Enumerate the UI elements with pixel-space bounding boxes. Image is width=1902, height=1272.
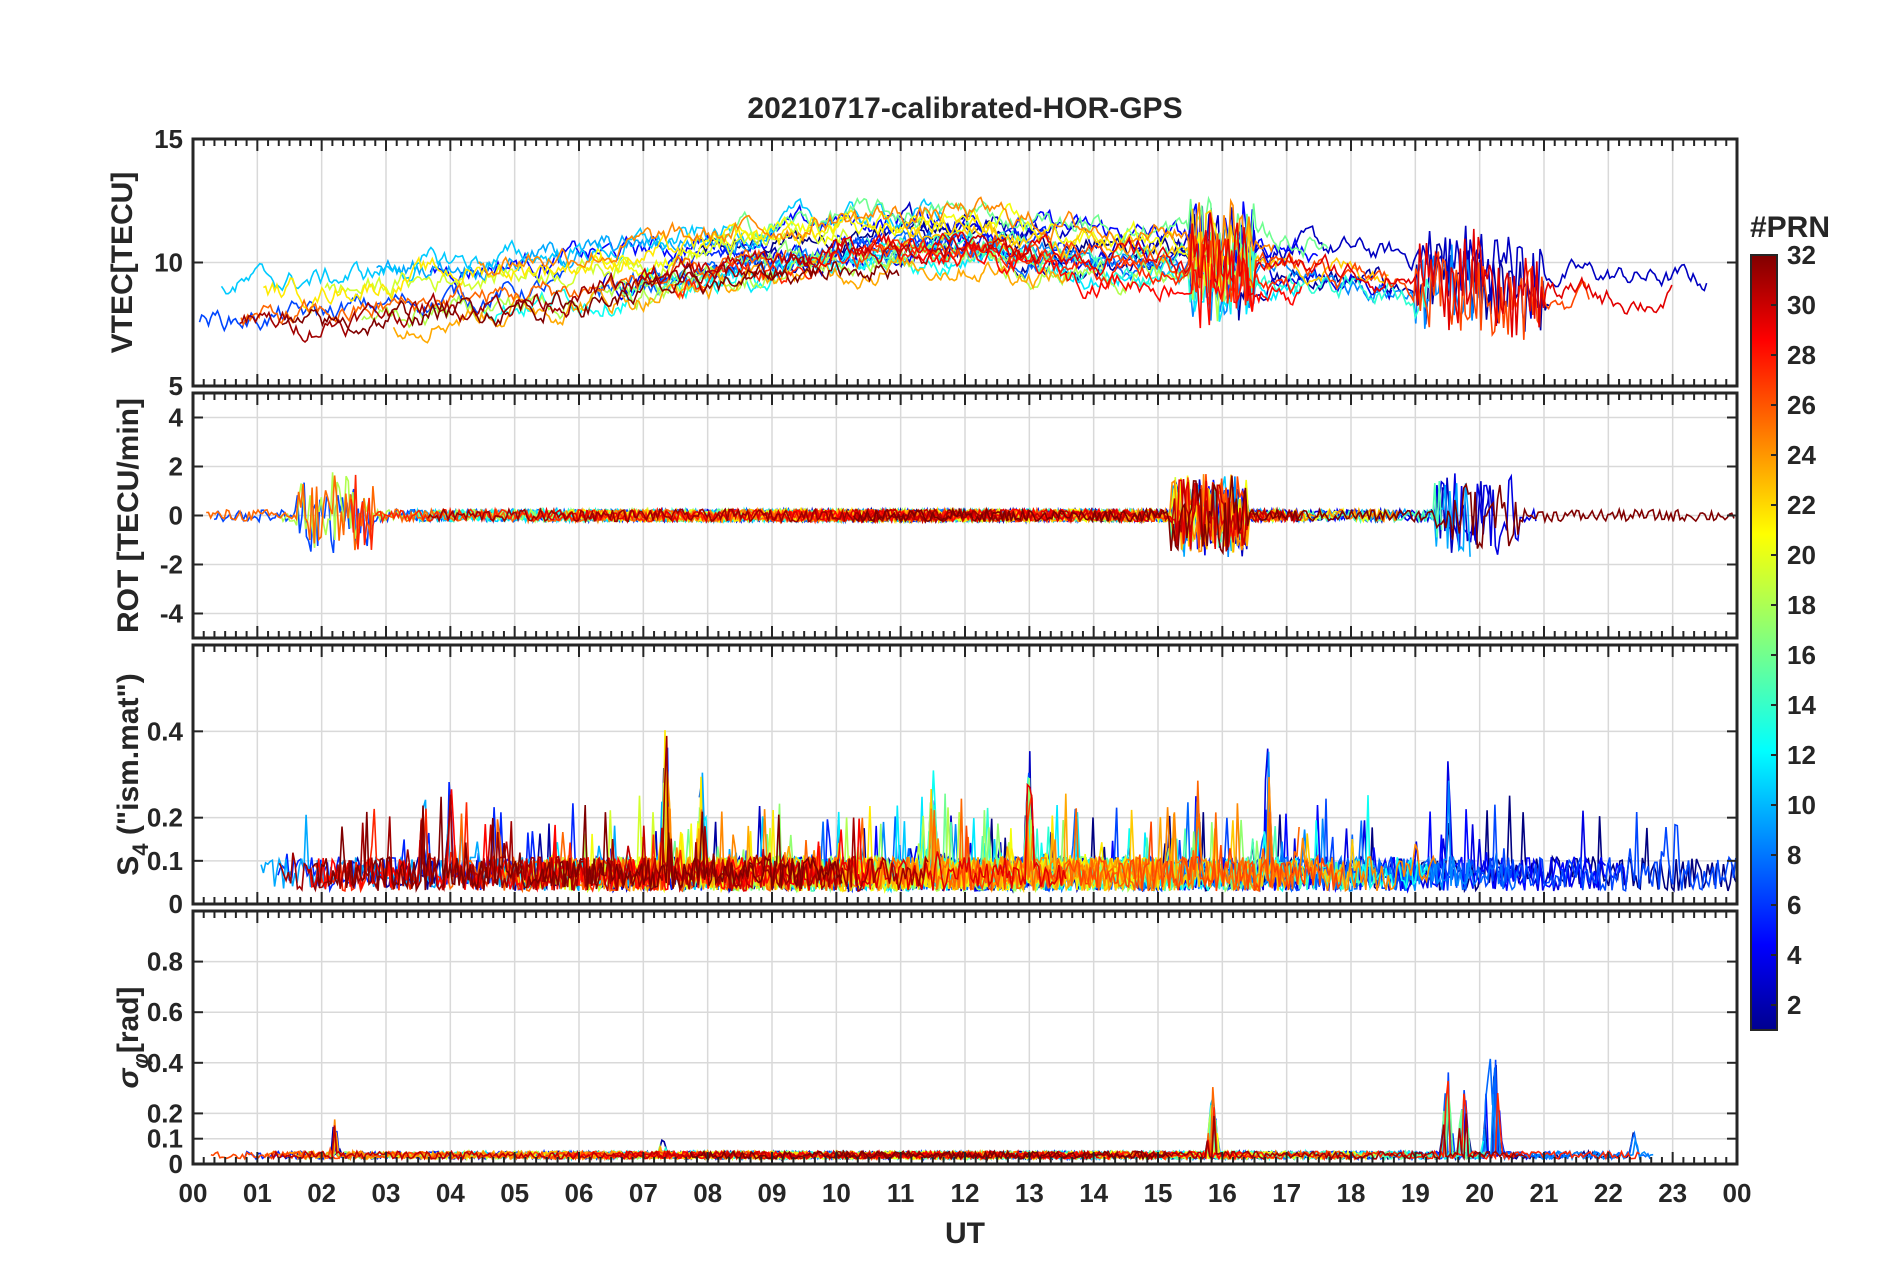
x-tick-label: 07: [629, 1178, 658, 1208]
y-axis-label-s4: S4 ("ism.mat"): [112, 673, 153, 875]
y-tick-label: 0: [169, 1149, 183, 1179]
x-tick-label: 15: [1144, 1178, 1173, 1208]
y-tick-label: 0.1: [147, 1124, 183, 1154]
x-tick-label: 11: [887, 1178, 915, 1208]
y-axis-label-rot: ROT [TECU/min]: [112, 398, 145, 633]
series-line-prn-29: [804, 212, 1673, 338]
x-tick-label: 10: [822, 1178, 851, 1208]
y-tick-label: 0: [169, 501, 183, 531]
x-tick-label: 17: [1272, 1178, 1301, 1208]
series-line-prn-24: [478, 196, 1275, 279]
y-tick-label: 0.6: [147, 997, 183, 1027]
colorbar-tick-label: 24: [1787, 440, 1816, 470]
series-line-prn-31: [239, 253, 815, 344]
colorbar-tick-label: 12: [1787, 740, 1816, 770]
x-tick-label: 01: [243, 1178, 272, 1208]
panel-frame: [191, 909, 1739, 1166]
series-line-prn-32: [281, 260, 900, 337]
series-line-prn-22: [878, 208, 1389, 292]
x-tick-label: 00: [1723, 1178, 1752, 1208]
x-axis-label: UT: [945, 1217, 985, 1250]
x-tick-label: 13: [1015, 1178, 1044, 1208]
colorbar-tick-label: 8: [1787, 840, 1801, 870]
series-line-prn-7: [198, 267, 568, 333]
y-tick-label: -2: [160, 550, 183, 580]
series-line-prn-28: [915, 242, 1303, 329]
panel-traces: [206, 472, 1735, 558]
x-tick-label: 00: [179, 1178, 208, 1208]
series-line-prn-30: [639, 234, 1042, 285]
x-tick-label: 19: [1401, 1178, 1430, 1208]
colorbar-tick-label: 28: [1787, 340, 1816, 370]
series-line-prn-31: [837, 1113, 1528, 1161]
x-tick-label: 06: [565, 1178, 594, 1208]
x-tick-label: 04: [436, 1178, 465, 1208]
series-line-prn-20: [590, 202, 1225, 288]
panel-traces: [260, 730, 1737, 894]
x-tick-label: 02: [307, 1178, 336, 1208]
panel-vtec: 5 10 15 VTEC[TECU]: [106, 124, 1739, 401]
colorbar-gradient: [1750, 254, 1778, 1031]
colorbar-tick-label: 22: [1787, 490, 1816, 520]
colorbar-tick-labels: 32 30 28 26 24 22 20 18 16 14 12 10 8 6 4 2: [1771, 240, 1816, 1020]
x-tick-label: 08: [693, 1178, 722, 1208]
x-tick-label: 03: [372, 1178, 401, 1208]
y-tick-label: 0.8: [147, 947, 183, 977]
panel-frame: [191, 643, 1739, 906]
y-tick-label: 0.2: [147, 1098, 183, 1128]
colorbar-tick-label: 26: [1787, 390, 1816, 420]
y-tick-label: 5: [169, 371, 183, 401]
colorbar-tick-label: 20: [1787, 540, 1816, 570]
series-line-prn-21: [263, 209, 1021, 314]
colorbar-tick-label: 18: [1787, 590, 1816, 620]
y-tick-label: -4: [160, 599, 184, 629]
x-tick-label: 21: [1530, 1178, 1559, 1208]
y-tick-label: 0.4: [147, 1048, 184, 1078]
colorbar-tick-label: 4: [1787, 940, 1802, 970]
colorbar-tick-label: 14: [1787, 690, 1816, 720]
panel-traces: [198, 195, 1708, 344]
panel-rot: -4 -2 0 2 4 ROT [TECU/min]: [112, 391, 1739, 640]
series-line-prn-29: [731, 782, 1067, 893]
colorbar-tick-label: 6: [1787, 890, 1801, 920]
y-tick-label: 2: [169, 452, 183, 482]
series-line-prn-23: [392, 253, 1070, 344]
x-tick-label: 23: [1658, 1178, 1687, 1208]
x-tick-label: 05: [500, 1178, 529, 1208]
y-axis-label-vtec: VTEC[TECU]: [106, 172, 139, 354]
series-line-prn-32: [852, 475, 1735, 556]
colorbar-tick-label: 32: [1787, 240, 1816, 270]
colorbar-tick-label: 2: [1787, 990, 1801, 1020]
y-tick-label: 15: [154, 124, 183, 154]
series-line-prn-32: [312, 796, 843, 893]
series-line-prn-29: [539, 479, 1298, 552]
y-tick-label: 4: [169, 403, 184, 433]
y-axis-label-sigma_phi: σφ[rad]: [112, 986, 153, 1088]
chart-title: 20210717-calibrated-HOR-GPS: [747, 92, 1182, 125]
x-tick-label: 12: [951, 1178, 980, 1208]
prn-colorbar: #PRN 32 30 28 26 24 22 20 18 16 14 12 10 8 6 4 2: [1750, 211, 1830, 1031]
x-axis-tick-labels: 00 01 02 03 04 05 06 07 08 09 10 11 12 13 14 15 16 17 18 19…: [179, 1178, 1752, 1208]
series-line-prn-26: [852, 231, 1590, 340]
colorbar-label: #PRN: [1750, 211, 1830, 244]
y-tick-label: 0: [169, 889, 183, 919]
panel-sigma_phi: 00.10.2 0.4 0.6 0.8 σφ[rad]: [112, 909, 1739, 1179]
y-tick-label: 0.4: [147, 716, 184, 746]
panel-s4: 0 0.1 0.2 0.4S4 ("ism.mat"): [112, 643, 1739, 919]
x-tick-label: 16: [1208, 1178, 1237, 1208]
x-tick-label: 09: [758, 1178, 787, 1208]
colorbar-tick-label: 16: [1787, 640, 1816, 670]
x-tick-label: 22: [1594, 1178, 1623, 1208]
y-tick-label: 10: [154, 248, 183, 278]
colorbar-tick-label: 10: [1787, 790, 1816, 820]
series-line-prn-32: [689, 1149, 1171, 1162]
x-tick-label: 14: [1079, 1178, 1108, 1208]
x-tick-label: 20: [1465, 1178, 1494, 1208]
y-tick-label: 0.1: [147, 846, 183, 876]
y-tick-label: 0.2: [147, 803, 183, 833]
x-tick-label: 18: [1337, 1178, 1366, 1208]
colorbar-tick-label: 30: [1787, 290, 1816, 320]
